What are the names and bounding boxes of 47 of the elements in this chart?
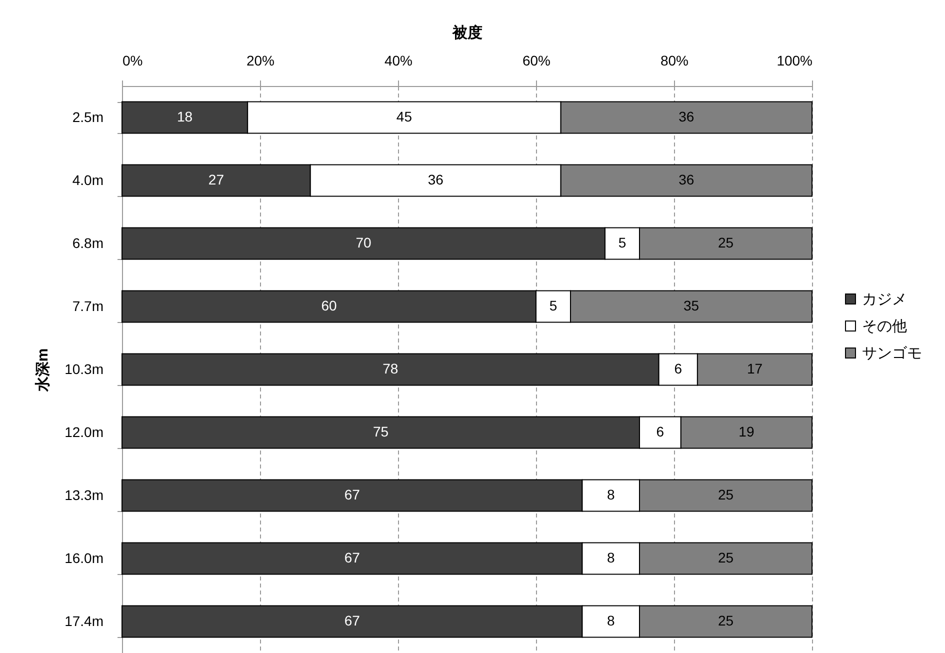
data-label: 25 bbox=[718, 612, 734, 628]
x-tick-label: 100% bbox=[776, 52, 812, 68]
data-label: 36 bbox=[678, 172, 694, 188]
legend-label: その他 bbox=[862, 318, 907, 335]
x-tick-label: 60% bbox=[522, 52, 551, 68]
data-label: 25 bbox=[718, 486, 734, 502]
data-label: 67 bbox=[344, 486, 360, 502]
x-tick-label: 0% bbox=[122, 52, 143, 68]
data-label: 5 bbox=[618, 234, 626, 250]
x-axis-title: 被度 bbox=[452, 24, 482, 42]
data-label: 36 bbox=[678, 108, 694, 124]
data-label: 8 bbox=[606, 550, 615, 566]
y-tick-label: 7.7m bbox=[72, 298, 104, 314]
data-label: 78 bbox=[382, 360, 398, 376]
y-tick-label: 10.3m bbox=[64, 361, 104, 377]
data-label: 67 bbox=[344, 550, 360, 566]
data-label: 75 bbox=[372, 424, 389, 440]
y-axis-title: 水深m bbox=[34, 348, 52, 393]
data-label: 60 bbox=[321, 298, 337, 314]
y-tick-label: 17.4m bbox=[64, 613, 104, 629]
legend-label: サンゴモ bbox=[862, 345, 922, 362]
x-tick-label: 40% bbox=[384, 52, 413, 68]
data-label: 18 bbox=[177, 108, 193, 124]
y-tick-label: 4.0m bbox=[72, 172, 104, 188]
data-label: 6 bbox=[656, 424, 664, 440]
y-tick-label: 2.5m bbox=[72, 109, 104, 125]
data-label: 17 bbox=[746, 360, 763, 376]
x-tick-label: 80% bbox=[660, 52, 689, 68]
data-label: 45 bbox=[396, 108, 412, 124]
data-label: 8 bbox=[606, 612, 615, 628]
data-label: 35 bbox=[683, 298, 700, 314]
y-tick-label: 12.0m bbox=[64, 424, 104, 440]
data-label: 25 bbox=[718, 550, 734, 566]
data-label: 36 bbox=[428, 172, 444, 188]
data-label: 6 bbox=[674, 360, 682, 376]
y-tick-label: 13.3m bbox=[64, 487, 104, 503]
y-tick-label: 6.8m bbox=[72, 235, 104, 251]
legend-label: カジメ bbox=[862, 291, 907, 308]
data-label: 70 bbox=[356, 234, 372, 250]
data-label: 8 bbox=[606, 486, 615, 502]
data-label: 27 bbox=[208, 172, 224, 188]
data-label: 5 bbox=[549, 298, 558, 314]
data-label: 19 bbox=[738, 424, 754, 440]
y-tick-label: 16.0m bbox=[64, 550, 104, 566]
data-label: 25 bbox=[718, 234, 734, 250]
x-tick-label: 20% bbox=[246, 52, 275, 68]
data-label: 67 bbox=[344, 612, 360, 628]
